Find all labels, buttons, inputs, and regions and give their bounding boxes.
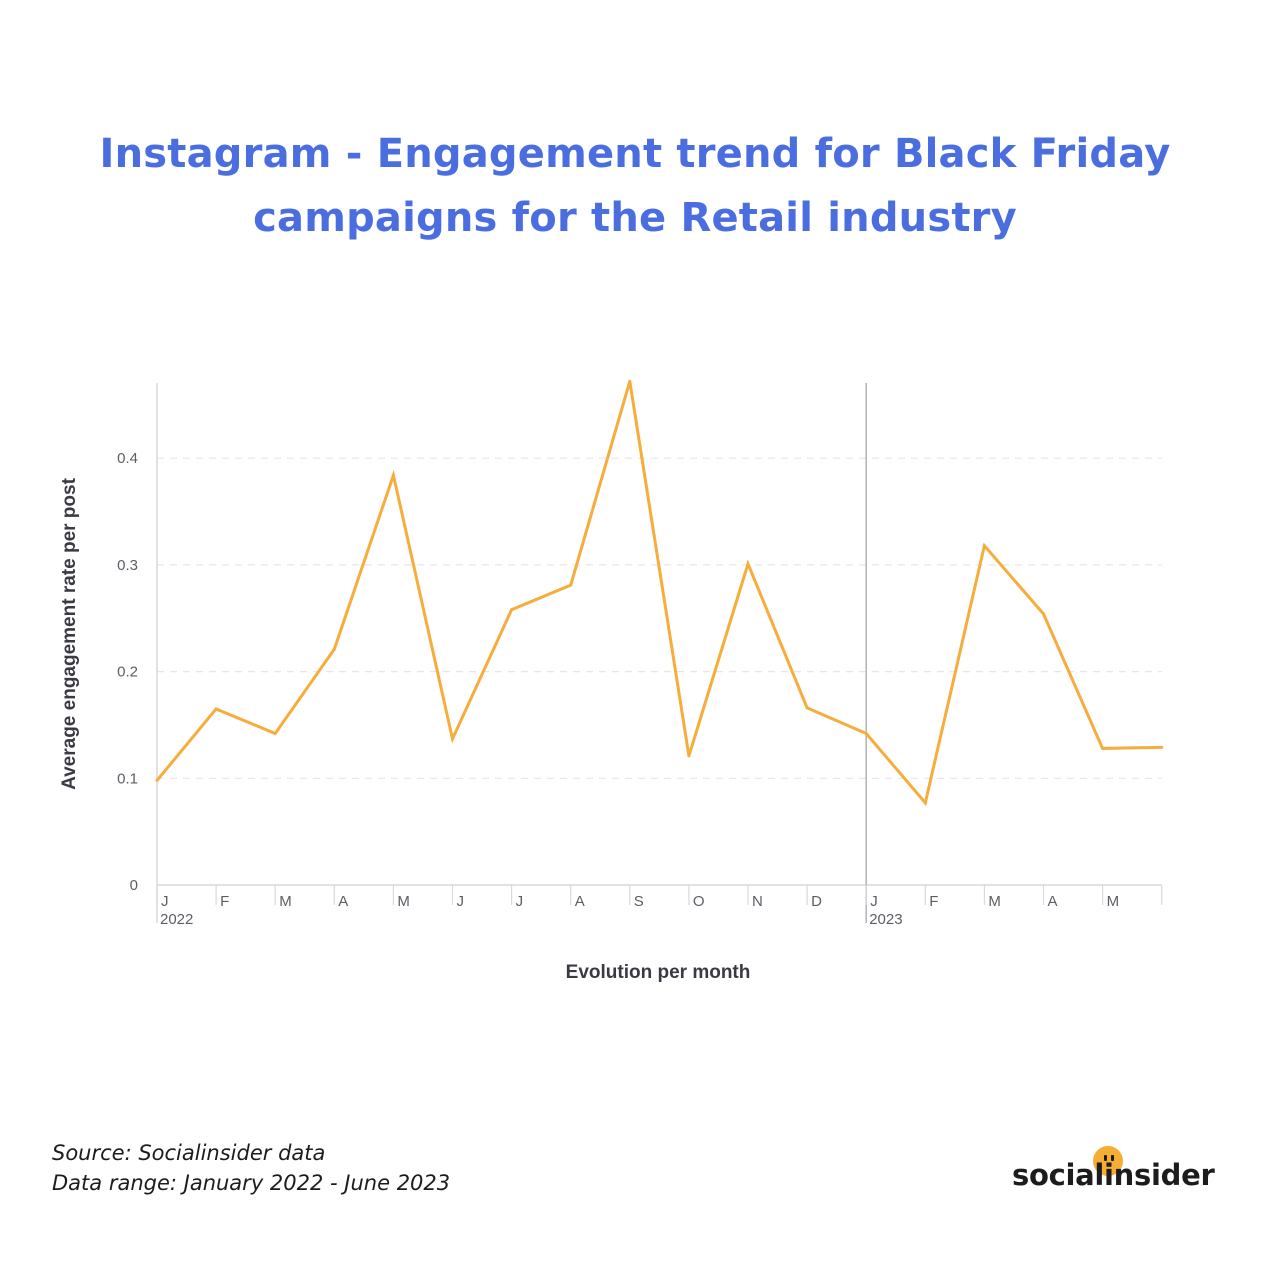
data-point [273, 731, 277, 735]
footer-notes: Source: Socialinsider data Data range: J… [52, 1138, 450, 1198]
x-tick-label: J [457, 893, 465, 910]
data-point [510, 608, 514, 612]
data-point [805, 706, 809, 710]
logo-eyes-icon [1104, 1155, 1107, 1161]
x-axis-title: Evolution per month [566, 962, 751, 983]
data-point [391, 473, 395, 477]
data-point [687, 754, 691, 758]
x-tick-label: F [929, 893, 938, 910]
data-point [451, 737, 454, 741]
logo-wordmark: socialinsider [1012, 1158, 1215, 1192]
data-range-note: Data range: January 2022 - June 2023 [52, 1171, 451, 1195]
chart-title-line1: Instagram - Engagement trend for Black F… [99, 131, 1171, 177]
chart-title-line2: campaigns for the Retail industry [253, 195, 1017, 241]
year-label: 2023 [869, 911, 902, 928]
x-tick-label: M [279, 893, 292, 910]
y-tick-label: 0.4 [117, 450, 138, 467]
series-line [155, 380, 1162, 807]
y-axis-title: Average engagement rate per post [59, 477, 80, 790]
data-point [214, 707, 218, 711]
data-point [1042, 612, 1045, 616]
data-point [864, 731, 868, 735]
x-tick-label: N [752, 893, 763, 910]
source-note: Source: Socialinsider data [52, 1141, 326, 1165]
y-tick-label: 0 [130, 877, 138, 894]
x-tick-label: J [516, 893, 524, 910]
y-tick-label: 0.3 [117, 557, 138, 574]
logo-face-icon [1093, 1146, 1123, 1176]
data-point [569, 583, 573, 587]
x-tick-label: J [870, 893, 878, 910]
socialinsider-logo: socialinsider [1010, 1140, 1220, 1200]
data-point [1101, 746, 1105, 750]
x-tick-label: A [1048, 893, 1058, 910]
y-tick-label: 0.2 [117, 664, 138, 681]
data-point [1160, 745, 1164, 749]
x-tick-label: M [988, 893, 1001, 910]
x-tick-label: F [220, 893, 229, 910]
data-point [332, 647, 336, 651]
x-tick-label: M [397, 893, 410, 910]
x-tick-label: A [338, 893, 348, 910]
data-point [155, 778, 159, 782]
y-tick-label: 0.1 [117, 770, 138, 787]
x-tick-label: M [1107, 893, 1120, 910]
data-point [982, 544, 986, 548]
x-tick-label: D [811, 893, 822, 910]
data-point [923, 801, 927, 805]
x-tick-label: J [161, 893, 169, 910]
chart-title: Instagram - Engagement trend for Black F… [0, 122, 1270, 250]
x-tick-label: S [634, 893, 644, 910]
x-tick-label: A [575, 893, 585, 910]
data-point [746, 562, 750, 566]
data-point [628, 379, 632, 383]
x-tick-label: O [693, 893, 705, 910]
year-label: 2022 [160, 911, 193, 928]
